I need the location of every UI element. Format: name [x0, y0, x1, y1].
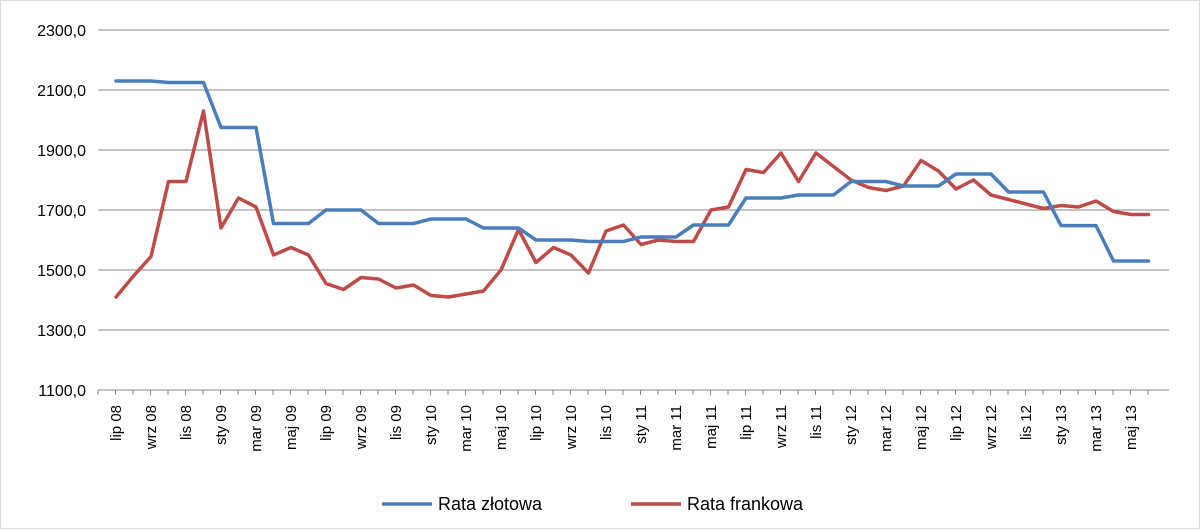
y-axis-ticks: 1100,0 1300,0 1500,0 1700,0 1900,0 2100,0 2300… — [37, 23, 86, 400]
x-tick-label: maj 12 — [913, 405, 930, 450]
x-axis — [97, 389, 1169, 395]
x-tick-label: wrz 09 — [353, 405, 370, 450]
x-tick-label: sty 10 — [423, 405, 440, 445]
y-tick-label: 1900,0 — [37, 143, 86, 160]
x-tick-label: mar 13 — [1088, 405, 1105, 452]
x-tick-label: lis 12 — [1018, 405, 1035, 440]
x-axis-ticks: lip 08 wrz 08 lis 08 sty 09 mar 09 maj 09 lip … — [108, 405, 1140, 452]
x-tick-label: lip 11 — [738, 405, 755, 440]
x-tick-label: lis 11 — [808, 405, 825, 439]
x-tick-label: lip 10 — [528, 405, 545, 441]
series-line — [114, 109, 1151, 299]
x-tick-label: wrz 10 — [563, 405, 580, 450]
x-tick-label: maj 09 — [283, 405, 300, 450]
y-tick-label: 1500,0 — [37, 263, 86, 280]
x-tick-label: mar 09 — [248, 405, 265, 452]
x-tick-label: wrz 08 — [143, 405, 160, 450]
gridlines — [98, 29, 1169, 331]
series-line — [114, 79, 1151, 263]
x-tick-label: lip 12 — [948, 405, 965, 441]
y-tick-label: 2100,0 — [37, 83, 86, 100]
x-tick-label: mar 12 — [878, 405, 895, 452]
x-tick-label: wrz 12 — [983, 405, 1000, 450]
x-tick-label: lis 08 — [178, 405, 195, 440]
y-tick-label: 1100,0 — [38, 383, 86, 400]
y-tick-label: 2300,0 — [37, 23, 86, 40]
y-tick-label: 1300,0 — [37, 323, 86, 340]
x-tick-label: sty 11 — [633, 405, 650, 444]
x-tick-label: sty 13 — [1053, 405, 1070, 445]
x-tick-label: maj 11 — [703, 405, 720, 449]
x-tick-label: sty 12 — [843, 405, 860, 445]
legend-label: Rata frankowa — [687, 494, 804, 514]
legend: Rata złotowa Rata frankowa — [382, 494, 804, 514]
x-tick-label: mar 11 — [668, 405, 685, 451]
x-tick-label: lis 10 — [598, 405, 615, 440]
x-tick-label: wrz 11 — [773, 405, 790, 449]
legend-label: Rata złotowa — [438, 494, 543, 514]
x-tick-label: lis 09 — [388, 405, 405, 440]
x-tick-label: lip 09 — [318, 405, 335, 441]
x-tick-label: maj 10 — [493, 405, 510, 450]
y-tick-label: 1700,0 — [37, 203, 86, 220]
series-lines — [114, 79, 1151, 299]
x-tick-label: maj 13 — [1123, 405, 1140, 450]
x-tick-label: sty 09 — [213, 405, 230, 445]
x-tick-label: lip 08 — [108, 405, 125, 441]
x-tick-label: mar 10 — [458, 405, 475, 452]
